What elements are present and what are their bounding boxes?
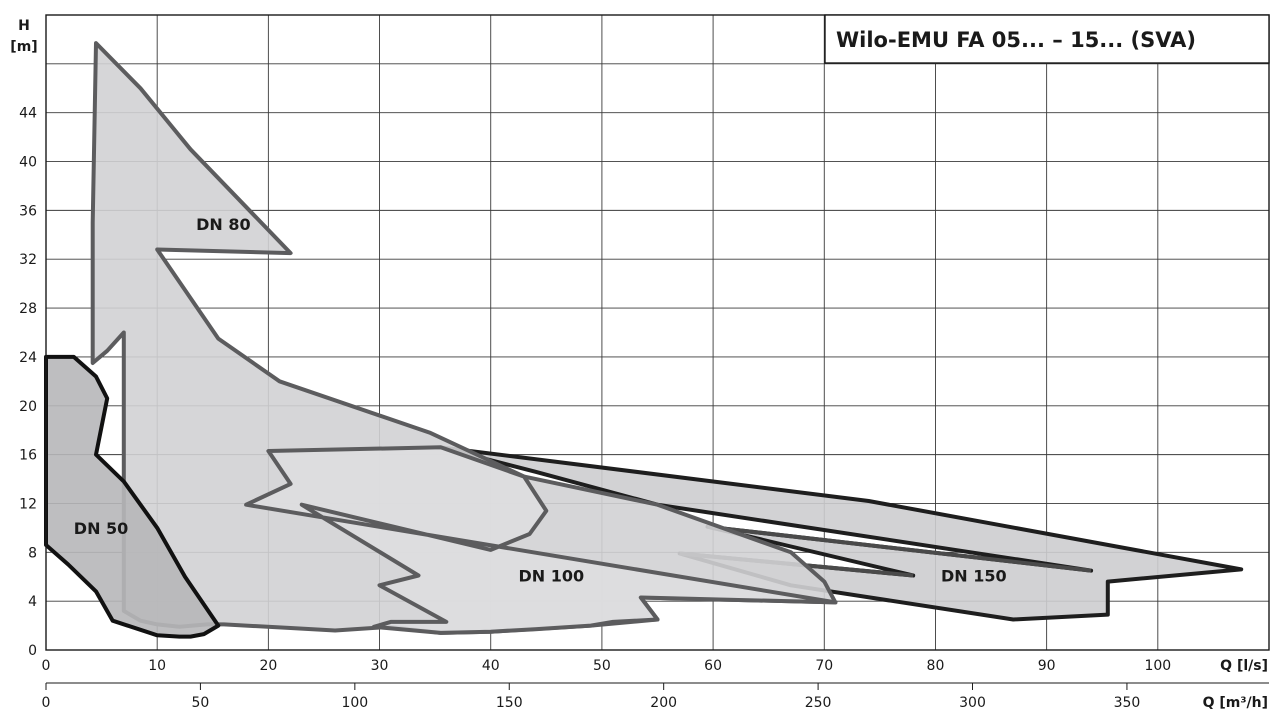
plot-frame bbox=[45, 14, 1270, 651]
series-labels: DN 150 DN 100 DN 80 DN 50 bbox=[74, 215, 1007, 586]
area-dn-150-line-0 bbox=[707, 524, 1092, 573]
x-ls-tick-50: 50 bbox=[593, 658, 611, 674]
series-label-dn-150: DN 150 bbox=[941, 567, 1007, 586]
y-axis: H [m] 0 4 8 12 16 20 24 28 32 36 40 44 bbox=[10, 18, 37, 659]
y-tick-36: 36 bbox=[19, 203, 37, 219]
y-tick-40: 40 bbox=[19, 155, 37, 171]
x-m3h-tick-0: 0 bbox=[42, 695, 51, 711]
series-label-dn-80: DN 80 bbox=[196, 215, 251, 234]
x-m3h-tick-200: 200 bbox=[650, 695, 677, 711]
x-ls-tick-40: 40 bbox=[482, 658, 500, 674]
y-tick-8: 8 bbox=[28, 545, 37, 561]
y-tick-12: 12 bbox=[19, 496, 37, 512]
x-ls-tick-30: 30 bbox=[371, 658, 389, 674]
chart-title: Wilo-EMU FA 05... – 15... (SVA) bbox=[836, 28, 1196, 52]
x-ls-tick-70: 70 bbox=[815, 658, 833, 674]
x-ls-tick-100: 100 bbox=[1144, 658, 1171, 674]
pump-areas bbox=[44, 41, 1244, 639]
y-tick-28: 28 bbox=[19, 301, 37, 317]
series-label-dn-100: DN 100 bbox=[519, 567, 585, 586]
x-m3h-tick-100: 100 bbox=[341, 695, 368, 711]
y-tick-44: 44 bbox=[19, 106, 37, 122]
x-ls-tick-0: 0 bbox=[42, 658, 51, 674]
area-dn-100 bbox=[244, 445, 838, 635]
y-tick-20: 20 bbox=[19, 399, 37, 415]
x-ls-tick-10: 10 bbox=[148, 658, 166, 674]
title-box: Wilo-EMU FA 05... – 15... (SVA) bbox=[824, 14, 1270, 64]
y-tick-32: 32 bbox=[19, 252, 37, 268]
x-axis-m3h-label: Q [m³/h] bbox=[1203, 695, 1268, 711]
x-m3h-tick-150: 150 bbox=[496, 695, 523, 711]
x-ls-tick-60: 60 bbox=[704, 658, 722, 674]
y-tick-24: 24 bbox=[19, 350, 37, 366]
x-m3h-tick-300: 300 bbox=[959, 695, 986, 711]
x-axis-ls-label: Q [l/s] bbox=[1220, 658, 1268, 674]
y-tick-4: 4 bbox=[28, 594, 37, 610]
x-ls-tick-80: 80 bbox=[927, 658, 945, 674]
x-axis-ls: Q [l/s] 0 10 20 30 40 50 60 70 80 90 100 bbox=[42, 658, 1269, 684]
x-ls-tick-90: 90 bbox=[1038, 658, 1056, 674]
x-m3h-tick-350: 350 bbox=[1114, 695, 1141, 711]
y-tick-16: 16 bbox=[19, 448, 37, 464]
area-dn-50 bbox=[44, 354, 221, 639]
series-label-dn-50: DN 50 bbox=[74, 519, 129, 538]
x-m3h-tick-50: 50 bbox=[192, 695, 210, 711]
x-ls-tick-20: 20 bbox=[259, 658, 277, 674]
y-tick-0: 0 bbox=[28, 643, 37, 659]
x-axis-m3h: Q [m³/h] 0 50 100 150 200 250 300 350 bbox=[42, 683, 1268, 711]
x-m3h-tick-250: 250 bbox=[805, 695, 832, 711]
y-axis-unit: [m] bbox=[10, 39, 37, 55]
title-frame bbox=[824, 14, 1270, 64]
y-axis-label: H bbox=[18, 18, 30, 34]
